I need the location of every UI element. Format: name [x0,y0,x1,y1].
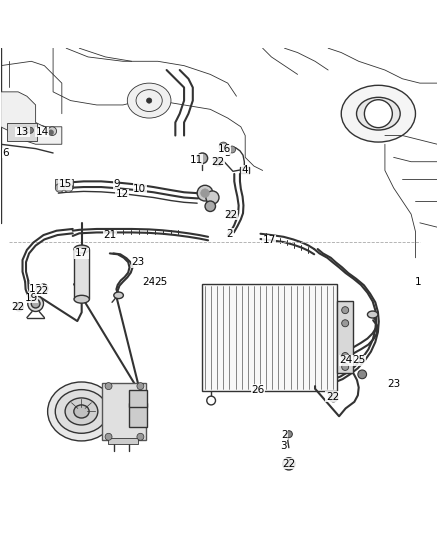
Ellipse shape [74,405,89,418]
Circle shape [227,211,235,219]
Ellipse shape [74,245,89,253]
Text: 11: 11 [190,155,203,165]
Text: 24: 24 [142,277,156,287]
Circle shape [197,185,213,201]
Ellipse shape [114,292,124,298]
Circle shape [283,458,295,470]
Circle shape [206,191,219,204]
Text: 22: 22 [282,459,296,469]
Circle shape [39,284,48,293]
Bar [201,284,337,391]
Circle shape [137,383,144,390]
Text: 14: 14 [35,127,49,137]
Circle shape [207,396,215,405]
Bar [74,249,89,299]
Circle shape [342,352,349,359]
Circle shape [358,370,367,379]
Circle shape [229,146,236,153]
Bar [130,403,147,427]
Ellipse shape [74,295,89,303]
Ellipse shape [55,390,108,433]
Circle shape [364,100,392,128]
Bar [337,302,353,374]
Circle shape [14,302,23,311]
Circle shape [64,183,73,192]
Text: 15: 15 [59,180,72,189]
Text: 5: 5 [224,148,231,158]
Bar [7,123,37,141]
Text: 19: 19 [25,293,38,303]
Text: 6: 6 [3,148,9,158]
Text: 17: 17 [75,248,88,259]
Circle shape [201,189,209,198]
Circle shape [205,201,215,212]
Ellipse shape [48,382,115,441]
Text: 18: 18 [29,284,42,294]
Text: 23: 23 [387,379,400,390]
Text: 22: 22 [225,210,238,220]
Bar [108,438,138,444]
Ellipse shape [341,85,416,142]
Ellipse shape [357,98,400,130]
Polygon shape [1,92,62,144]
Circle shape [23,127,29,133]
Circle shape [218,159,222,164]
Text: 4: 4 [242,165,248,175]
Ellipse shape [367,311,378,318]
Text: 21: 21 [103,230,117,240]
Text: 17: 17 [263,235,276,245]
Text: 2: 2 [226,229,233,239]
Ellipse shape [127,83,171,118]
Text: 22: 22 [326,392,339,401]
Circle shape [197,153,208,164]
Circle shape [286,461,292,467]
Circle shape [342,364,349,370]
Text: 25: 25 [352,356,365,365]
Circle shape [105,383,112,390]
Circle shape [219,142,228,151]
Text: 22: 22 [11,302,25,312]
Text: 12: 12 [116,189,129,199]
Circle shape [28,296,43,311]
Text: 25: 25 [155,277,168,287]
Circle shape [214,157,223,166]
Text: 26: 26 [252,385,265,394]
Text: 24: 24 [339,356,352,365]
Circle shape [55,183,64,192]
Circle shape [137,433,144,440]
Circle shape [39,285,48,294]
Circle shape [48,130,53,135]
Text: 2: 2 [281,430,288,440]
Circle shape [223,144,227,149]
Circle shape [342,306,349,313]
Circle shape [342,320,349,327]
Circle shape [329,393,338,402]
Circle shape [105,433,112,440]
Circle shape [147,98,152,103]
Circle shape [48,127,57,135]
Circle shape [31,299,40,308]
Text: 23: 23 [131,257,145,267]
Text: 13: 13 [16,127,29,137]
Circle shape [286,431,292,438]
Text: 1: 1 [414,277,421,287]
Ellipse shape [65,398,98,425]
Text: 10: 10 [133,184,146,194]
Bar [102,383,146,440]
Text: 9: 9 [113,179,120,189]
Bar [240,167,249,173]
Bar [130,390,147,407]
Bar [55,179,73,188]
Text: 3: 3 [280,440,287,450]
Text: 22: 22 [212,157,225,167]
Text: 16: 16 [218,144,231,155]
Circle shape [27,127,33,133]
Text: 22: 22 [35,286,49,295]
